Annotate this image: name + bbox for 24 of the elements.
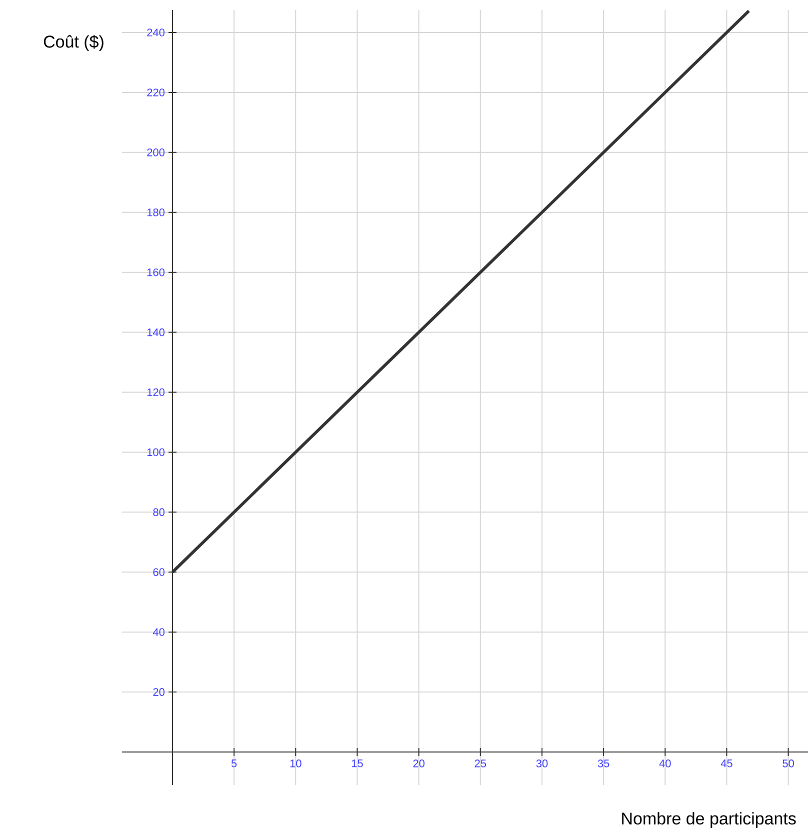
x-tick-label: 30 bbox=[536, 760, 548, 768]
y-tick-label: 140 bbox=[147, 328, 165, 336]
y-tick-label: 180 bbox=[147, 208, 165, 216]
y-axis-title: Coût ($) bbox=[44, 34, 104, 52]
y-tick-label: 60 bbox=[153, 568, 165, 576]
y-tick-label: 20 bbox=[153, 688, 165, 696]
x-tick-label: 10 bbox=[290, 760, 302, 768]
x-tick-label: 50 bbox=[782, 760, 794, 768]
x-tick-label: 20 bbox=[413, 760, 424, 768]
y-tick-label: 240 bbox=[147, 28, 165, 36]
y-tick-label: 40 bbox=[152, 628, 165, 636]
y-tick-label: 100 bbox=[147, 448, 165, 456]
y-tick-label: 80 bbox=[153, 508, 165, 516]
y-tick-label: 220 bbox=[147, 88, 165, 96]
x-tick-label: 5 bbox=[231, 760, 237, 768]
x-tick-label: 40 bbox=[659, 760, 671, 768]
x-tick-label: 25 bbox=[474, 760, 486, 768]
y-tick-label: 200 bbox=[147, 148, 165, 156]
y-tick-label: 120 bbox=[147, 388, 165, 396]
y-tick-label: 160 bbox=[147, 268, 165, 276]
x-tick-label: 15 bbox=[352, 760, 363, 768]
x-tick-label: 35 bbox=[598, 760, 610, 768]
x-tick-label: 45 bbox=[720, 760, 732, 768]
x-axis-title: Nombre de participants bbox=[622, 812, 796, 828]
